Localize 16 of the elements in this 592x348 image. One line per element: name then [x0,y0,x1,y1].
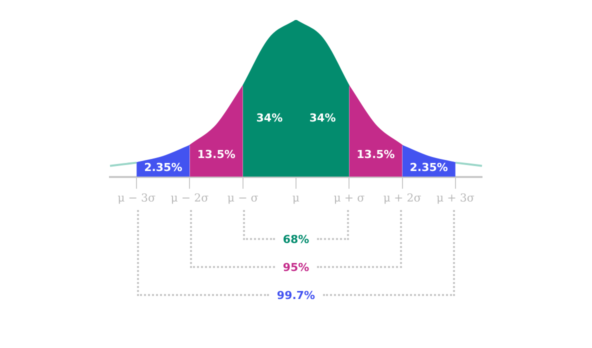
x-tick-label: μ [292,191,300,204]
x-tick-label: μ − 3σ [118,191,156,204]
annotation: 13.5% [197,148,236,161]
x-tick-label: μ + 2σ [383,191,422,204]
x-tick-label: μ − 2σ [170,191,210,204]
annotation: 2.35% [410,161,448,174]
x-tick-label: μ + σ [334,191,366,204]
text: 95% [282,260,310,274]
annotation: 13.5% [356,148,395,161]
annotation: 2.35% [144,161,182,174]
annotation: 34% [256,111,283,124]
text: 99.7% [276,288,316,302]
x-tick-label: μ − σ [227,191,259,204]
x-tick-label: μ + 3σ [436,191,475,204]
text: 68% [282,232,310,246]
annotation: 34% [309,111,336,124]
